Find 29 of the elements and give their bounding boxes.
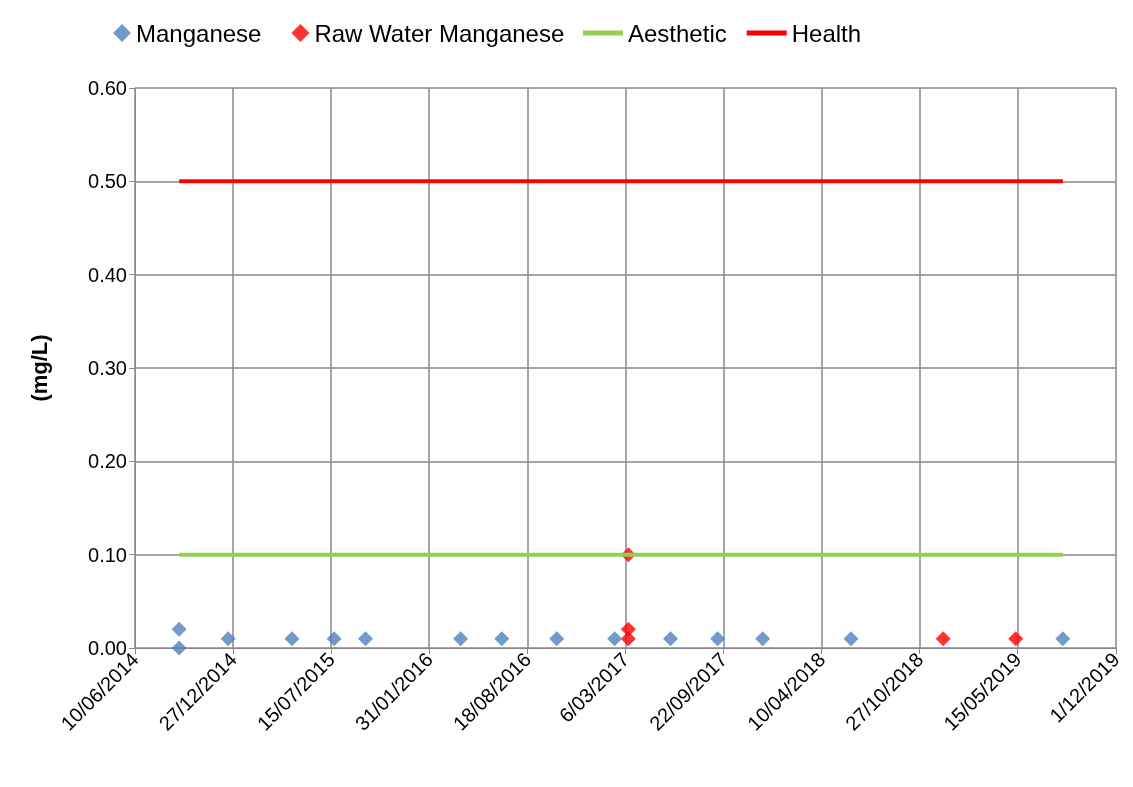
point: [1008, 631, 1024, 647]
y-tick-label: 0.30: [88, 357, 127, 379]
point: [357, 631, 373, 647]
point: [171, 621, 187, 637]
point: [453, 631, 469, 647]
point: [1055, 631, 1071, 647]
point: [710, 631, 726, 647]
y-tick-label: 0.10: [88, 543, 127, 566]
y-tick-label: 0.00: [88, 637, 127, 659]
point: [220, 631, 236, 647]
y-axis-title: (mg/L): [26, 334, 52, 402]
point: [607, 631, 623, 647]
legend-label: Manganese: [136, 19, 262, 47]
y-tick-label: 0.50: [88, 170, 127, 193]
y-tick-label: 0.60: [88, 77, 127, 99]
y-tick-label: 0.40: [88, 263, 127, 286]
point: [494, 631, 510, 647]
y-tick-label: 0.20: [88, 450, 127, 473]
point: [935, 631, 951, 647]
point: [284, 631, 300, 647]
point: [755, 631, 771, 647]
point: [843, 631, 859, 647]
point: [326, 631, 342, 647]
legend-label: Raw Water Manganese: [314, 19, 565, 47]
legend-label: Health: [791, 19, 862, 47]
point: [663, 631, 679, 647]
legend-label: Aesthetic: [628, 19, 727, 47]
point: [620, 631, 636, 647]
point: [549, 631, 565, 647]
